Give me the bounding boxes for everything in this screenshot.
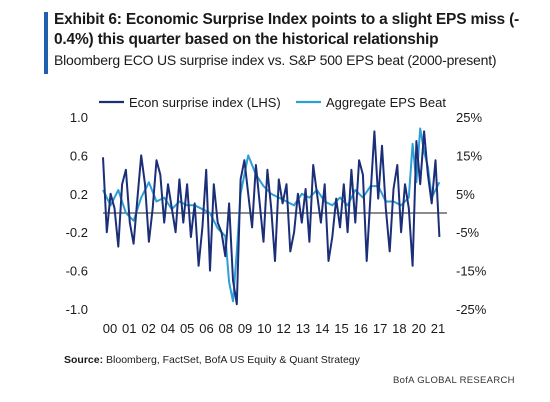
y-left-tick-label: -0.2 [66,225,88,240]
legend-item-econ-surprise-label: Econ surprise index (LHS) [129,95,281,110]
exhibit-title-line-1: Exhibit 6: Economic Surprise Index point… [54,11,520,28]
x-tick-label: 13 [296,321,310,336]
x-tick-label: 01 [122,321,136,336]
y-left-tick-label: 1.0 [70,110,88,125]
source-label: Source: [64,354,104,366]
title-accent-bar [44,12,48,74]
y-right-tick-label: 25% [456,110,482,125]
y-right-tick-label: -5% [456,225,480,240]
series-line-econ-surprise [102,130,441,306]
x-tick-label: 16 [354,321,368,336]
x-tick-label: 14 [315,321,329,336]
exhibit-title-line-2: 0.4%) this quarter based on the historic… [54,31,439,48]
y-left-tick-label: -0.6 [66,264,88,279]
x-tick-label: 00 [103,321,117,336]
x-tick-label: 20 [411,321,425,336]
x-tick-label: 08 [219,321,233,336]
y-left-tick-label: 0.6 [70,148,88,163]
x-tick-label: 17 [373,321,387,336]
y-right-tick-label: 5% [456,187,475,202]
x-tick-label: 15 [334,321,348,336]
x-tick-label: 06 [199,321,213,336]
x-tick-label: 05 [180,321,194,336]
y-right-tick-label: 15% [456,148,482,163]
x-tick-label: 10 [257,321,271,336]
x-tick-label: 09 [238,321,252,336]
brand-footer: BofA GLOBAL RESEARCH [393,375,515,386]
source-note: Source: Bloomberg, FactSet, BofA US Equi… [64,354,360,366]
x-tick-label: 12 [276,321,290,336]
source-text: Bloomberg, FactSet, BofA US Equity & Qua… [106,354,360,366]
x-tick-label: 04 [161,321,175,336]
legend-item-eps-beat-label: Aggregate EPS Beat [326,95,446,110]
x-tick-label: 02 [141,321,155,336]
y-left-tick-label: -1.0 [66,302,88,317]
y-right-tick-label: -15% [456,264,487,279]
y-right-tick-label: -25% [456,302,487,317]
y-left-tick-label: 0.2 [70,187,88,202]
plot-area: 1.0 0.6 0.2 -0.2 -0.6 -1.0 25% 15% 5% -5% -15% -25%… [66,95,487,336]
x-tick-label: 18 [392,321,406,336]
x-tick-label: 21 [431,321,445,336]
chart-subtitle: Bloomberg ECO US surprise index vs. S&P … [54,52,497,68]
